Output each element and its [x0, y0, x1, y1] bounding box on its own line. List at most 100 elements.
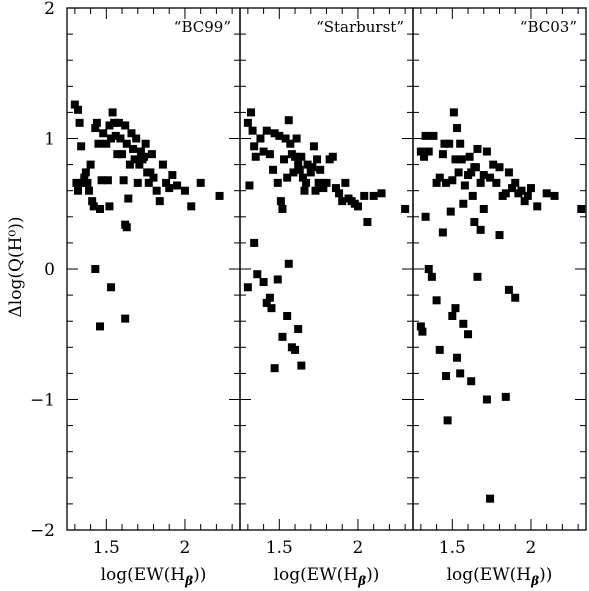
x-axis-title-text: log(EW(H: [447, 565, 532, 585]
data-point: [526, 184, 535, 193]
data-point: [284, 116, 293, 125]
data-point: [542, 189, 551, 198]
panel-3: 1.5 2 log(EW(Hβ)) “BC03”: [412, 7, 587, 588]
data-point: [96, 204, 105, 213]
data-point: [363, 218, 372, 227]
data-point: [331, 184, 340, 193]
data-point: [353, 202, 362, 211]
data-point: [448, 311, 457, 320]
data-point: [251, 152, 260, 161]
x-axis-title-text: )): [539, 565, 552, 585]
y-tick-label: 0: [44, 260, 55, 280]
data-point: [152, 186, 161, 195]
data-point: [467, 377, 476, 386]
data-point: [281, 134, 290, 143]
data-point: [259, 147, 268, 156]
data-point: [577, 204, 586, 213]
data-point: [424, 265, 433, 273]
panel-label: “BC03”: [520, 18, 577, 36]
data-point: [446, 207, 455, 216]
data-point: [273, 178, 282, 187]
panel-frame: [239, 7, 414, 531]
data-point: [122, 223, 131, 232]
data-point: [94, 139, 103, 148]
x-tick-label: 1.5: [266, 538, 293, 558]
data-point: [85, 186, 94, 195]
data-point: [262, 126, 271, 135]
data-point: [418, 327, 427, 336]
data-point: [438, 228, 447, 237]
data-point: [97, 176, 106, 185]
data-point: [158, 160, 167, 169]
data-point: [300, 186, 309, 195]
data-point: [520, 197, 529, 206]
data-point: [262, 298, 271, 307]
data-point: [416, 322, 425, 331]
data-point: [124, 194, 133, 203]
data-point: [438, 150, 447, 159]
data-point: [276, 197, 285, 206]
data-point: [445, 139, 454, 148]
data-point: [253, 270, 262, 279]
data-point: [501, 189, 510, 198]
data-point: [476, 225, 485, 234]
data-point: [294, 325, 303, 334]
x-tick-label: 1.5: [93, 538, 120, 558]
data-point: [88, 197, 97, 206]
data-point: [111, 131, 120, 140]
data-point: [297, 361, 306, 370]
data-point: [122, 139, 131, 148]
x-axis-title-subscript: β: [184, 574, 193, 588]
data-point: [420, 152, 429, 161]
data-point: [457, 155, 466, 164]
data-point: [269, 165, 278, 174]
y-tick-label: 2: [44, 0, 55, 19]
data-point: [147, 150, 156, 159]
data-point: [476, 178, 485, 187]
data-point: [146, 168, 155, 177]
data-point: [308, 163, 317, 172]
x-axis-title: log(EW(Hβ)): [274, 565, 380, 588]
data-point: [511, 293, 520, 302]
data-point: [468, 191, 477, 200]
data-point: [429, 131, 438, 140]
data-point: [295, 165, 304, 174]
data-point: [133, 178, 142, 187]
data-point: [215, 191, 224, 200]
data-point: [91, 265, 100, 273]
data-point: [141, 139, 150, 148]
data-point: [81, 168, 90, 177]
data-point: [492, 178, 501, 187]
data-point: [508, 184, 517, 193]
data-point: [267, 304, 276, 313]
data-point: [453, 353, 462, 362]
x-axis-title-subscript: β: [357, 574, 366, 588]
data-point: [125, 160, 134, 169]
data-point: [298, 173, 307, 182]
data-point: [470, 218, 479, 227]
data-point: [442, 372, 451, 381]
data-point: [504, 168, 513, 177]
data-point: [187, 202, 196, 211]
data-point: [243, 118, 252, 127]
data-point: [107, 134, 116, 143]
panel-label: “BC99”: [174, 18, 231, 36]
x-axis-title: log(EW(Hβ)): [101, 565, 207, 588]
data-point: [460, 181, 469, 190]
data-point: [306, 168, 315, 177]
data-point: [256, 134, 265, 143]
data-point: [335, 189, 344, 198]
data-point: [105, 121, 114, 130]
data-point: [259, 278, 268, 287]
x-axis-title-subscript: β: [530, 574, 539, 588]
data-point: [283, 311, 292, 320]
data-point: [360, 191, 369, 200]
data-point: [77, 142, 86, 151]
panel-1: 1.5 2 log(EW(Hβ)) “BC99”: [66, 7, 241, 588]
data-point: [432, 296, 441, 305]
data-point: [280, 155, 289, 164]
data-point: [456, 139, 465, 148]
data-point: [294, 160, 303, 169]
data-point: [74, 186, 83, 195]
